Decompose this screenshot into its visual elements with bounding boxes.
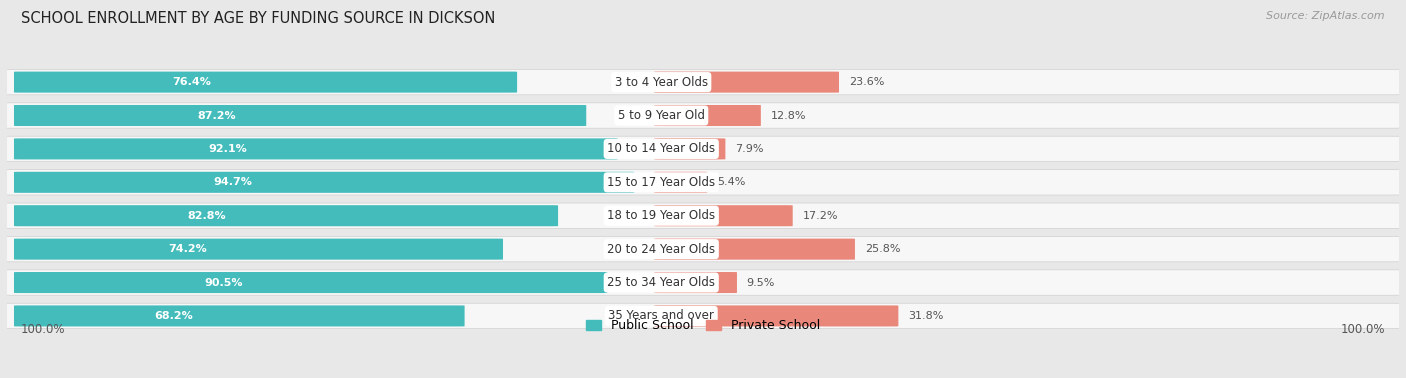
Text: 18 to 19 Year Olds: 18 to 19 Year Olds [607,209,716,222]
Text: 74.2%: 74.2% [167,244,207,254]
Text: 23.6%: 23.6% [849,77,884,87]
FancyBboxPatch shape [14,172,634,193]
FancyBboxPatch shape [14,138,617,160]
FancyBboxPatch shape [0,270,1406,295]
FancyBboxPatch shape [654,105,761,126]
Text: 31.8%: 31.8% [908,311,943,321]
FancyBboxPatch shape [654,71,839,93]
Text: 87.2%: 87.2% [197,110,236,121]
FancyBboxPatch shape [654,138,725,160]
Text: 5.4%: 5.4% [717,177,745,187]
Text: 100.0%: 100.0% [21,324,66,336]
Text: 25 to 34 Year Olds: 25 to 34 Year Olds [607,276,716,289]
Text: 25.8%: 25.8% [865,244,900,254]
Text: 100.0%: 100.0% [1340,324,1385,336]
Text: 9.5%: 9.5% [747,277,775,288]
FancyBboxPatch shape [14,105,586,126]
Text: 7.9%: 7.9% [735,144,763,154]
FancyBboxPatch shape [654,205,793,226]
Text: 17.2%: 17.2% [803,211,838,221]
Legend: Public School, Private School: Public School, Private School [586,319,820,332]
Text: 92.1%: 92.1% [208,144,246,154]
Text: 20 to 24 Year Olds: 20 to 24 Year Olds [607,243,716,256]
FancyBboxPatch shape [654,172,707,193]
Text: 12.8%: 12.8% [770,110,806,121]
Text: 76.4%: 76.4% [173,77,211,87]
FancyBboxPatch shape [654,305,898,327]
FancyBboxPatch shape [14,239,503,260]
Text: 35 Years and over: 35 Years and over [609,310,714,322]
FancyBboxPatch shape [0,70,1406,95]
Text: 94.7%: 94.7% [214,177,253,187]
FancyBboxPatch shape [14,205,558,226]
Text: Source: ZipAtlas.com: Source: ZipAtlas.com [1267,11,1385,21]
Text: 68.2%: 68.2% [155,311,193,321]
Text: 15 to 17 Year Olds: 15 to 17 Year Olds [607,176,716,189]
Text: SCHOOL ENROLLMENT BY AGE BY FUNDING SOURCE IN DICKSON: SCHOOL ENROLLMENT BY AGE BY FUNDING SOUR… [21,11,495,26]
FancyBboxPatch shape [0,103,1406,128]
FancyBboxPatch shape [0,170,1406,195]
FancyBboxPatch shape [654,239,855,260]
FancyBboxPatch shape [14,71,517,93]
Text: 10 to 14 Year Olds: 10 to 14 Year Olds [607,143,716,155]
Text: 82.8%: 82.8% [187,211,226,221]
FancyBboxPatch shape [0,303,1406,328]
FancyBboxPatch shape [654,272,737,293]
FancyBboxPatch shape [0,203,1406,228]
Text: 90.5%: 90.5% [204,277,243,288]
FancyBboxPatch shape [14,272,607,293]
FancyBboxPatch shape [0,236,1406,262]
FancyBboxPatch shape [0,136,1406,162]
Text: 3 to 4 Year Olds: 3 to 4 Year Olds [614,76,707,88]
Text: 5 to 9 Year Old: 5 to 9 Year Old [617,109,704,122]
FancyBboxPatch shape [14,305,464,327]
